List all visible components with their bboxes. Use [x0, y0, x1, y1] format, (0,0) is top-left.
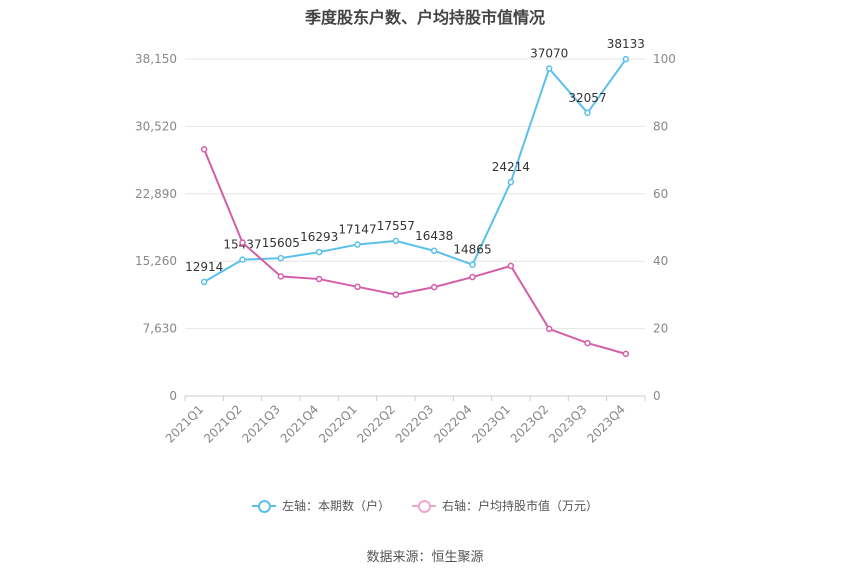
- data-label: 37070: [530, 47, 568, 61]
- left-axis-tick-label: 22,890: [135, 187, 177, 201]
- right-axis-tick-label: 80: [653, 119, 668, 133]
- right-series-point: [584, 339, 591, 347]
- legend-label: 右轴：户均持股市值（万元）: [442, 499, 599, 513]
- left-axis-tick-label: 38,150: [135, 52, 177, 66]
- left-series-point: [315, 248, 323, 256]
- right-series-point: [469, 273, 476, 281]
- legend-line-marker-icon: [251, 499, 276, 513]
- right-axis-tick-label: 20: [653, 322, 668, 336]
- x-axis-tick-label: 2021Q3: [239, 402, 283, 446]
- left-axis-tick-label: 15,260: [135, 254, 177, 268]
- right-series-point: [622, 350, 630, 358]
- x-axis-tick-label: 2022Q3: [393, 402, 437, 446]
- data-label: 14865: [453, 243, 491, 257]
- x-axis-tick-label: 2023Q4: [584, 402, 628, 446]
- data-label: 16438: [415, 229, 453, 243]
- legend-line-marker-icon: [412, 499, 436, 513]
- right-axis-tick-label: 60: [653, 187, 668, 201]
- data-label: 15605: [262, 236, 300, 250]
- left-series-point: [277, 254, 285, 262]
- data-label: 24214: [492, 160, 530, 174]
- data-label: 17557: [377, 219, 415, 233]
- x-axis-tick-label: 2021Q1: [163, 402, 207, 446]
- x-axis-tick-label: 2022Q4: [431, 402, 475, 446]
- left-series-point: [354, 241, 361, 248]
- chart-title: 季度股东户数、户均持股市值情况: [304, 8, 545, 27]
- left-axis-tick-label: 7,630: [143, 322, 177, 336]
- right-series-point: [200, 146, 208, 153]
- x-axis-tick-label: 2021Q4: [278, 402, 322, 446]
- right-series-point: [392, 291, 400, 298]
- right-series-line: [203, 148, 627, 355]
- right-series-point: [507, 262, 515, 270]
- right-series-point: [354, 283, 361, 291]
- left-series-point: [545, 65, 553, 72]
- left-axis-tick-label: 0: [169, 389, 177, 403]
- x-axis-tick-label: 2021Q2: [201, 402, 245, 446]
- right-series-point: [315, 275, 323, 283]
- data-source: 数据来源：恒生聚源: [366, 550, 484, 565]
- legend: 左轴：本期数（户） 右轴：户均持股市值（万元）: [0, 497, 850, 514]
- left-series-point: [392, 237, 400, 245]
- left-series-point: [239, 256, 246, 263]
- right-axis-tick-label: 0: [653, 389, 661, 403]
- legend-item-right-series[interactable]: 右轴：户均持股市值（万元）: [412, 497, 598, 514]
- x-axis-tick-label: 2023Q2: [508, 402, 552, 446]
- right-series-point: [545, 325, 553, 333]
- data-label: 17147: [338, 223, 376, 237]
- right-series-point: [277, 273, 285, 280]
- legend-label: 左轴：本期数（户）: [281, 499, 390, 513]
- data-label: 32057: [568, 91, 606, 105]
- data-label: 16293: [300, 230, 338, 244]
- left-series-point: [469, 261, 476, 268]
- left-series-point: [200, 278, 208, 286]
- x-axis-tick-label: 2023Q3: [546, 402, 590, 446]
- x-axis-tick-label: 2023Q1: [469, 402, 513, 446]
- left-series-point: [507, 178, 515, 186]
- left-axis-tick-label: 30,520: [135, 119, 177, 133]
- x-axis-tick-label: 2022Q1: [316, 402, 360, 446]
- left-series-point: [622, 55, 630, 63]
- right-axis-tick-label: 100: [653, 52, 676, 66]
- legend-item-left-series[interactable]: 左轴：本期数（户）: [251, 497, 390, 514]
- x-axis-tick-label: 2022Q2: [354, 402, 398, 446]
- right-series-point: [430, 283, 438, 291]
- data-label: 38133: [607, 37, 645, 51]
- right-series-point: [239, 239, 246, 246]
- left-series-point: [584, 109, 591, 117]
- left-series-point: [430, 247, 438, 255]
- right-axis-tick-label: 40: [653, 254, 668, 268]
- data-label: 12914: [185, 260, 223, 274]
- left-series-line: [203, 58, 627, 283]
